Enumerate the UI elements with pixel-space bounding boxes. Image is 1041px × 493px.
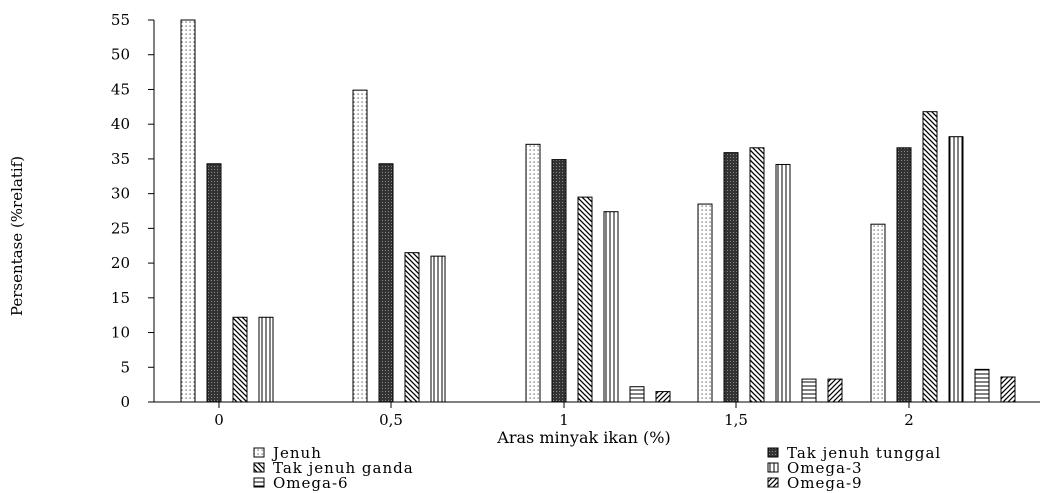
bar-jenuh-0-5: [352, 89, 368, 403]
x-tick-label: 0: [214, 411, 224, 429]
legend-label-omega-9: Omega-9: [787, 474, 863, 492]
bar-tak-jenuh-tunggal-0: [206, 163, 222, 403]
y-tick-label: 30: [111, 185, 130, 203]
legend-label-jenuh: Jenuh: [271, 444, 322, 462]
y-tick-label: 40: [111, 115, 130, 133]
y-tick-label: 55: [111, 11, 130, 29]
y-axis: 0 5 10 15 20 25 30 35 40 45 50 55: [111, 11, 155, 411]
y-tick-label: 35: [111, 150, 130, 168]
legend-label-omega-6: Omega-6: [273, 474, 349, 492]
y-tick-label: 20: [111, 254, 130, 272]
legend-swatch-omega-6: [253, 477, 265, 488]
y-tick-label: 10: [111, 324, 130, 342]
bar-tak-jenuh-tunggal-1-5: [723, 152, 739, 403]
bar-omega-3-0: [258, 316, 274, 403]
bar-tak-jenuh-tunggal-0-5: [378, 163, 394, 403]
legend-label-tak-jenuh-tunggal: Tak jenuh tunggal: [787, 444, 941, 462]
x-tick-label: 2: [904, 411, 914, 429]
x-axis: 0 0,5 1 1,5 2: [154, 401, 1040, 429]
y-tick-label: 25: [111, 219, 130, 237]
bar-tak-jenuh-ganda-2: [922, 111, 938, 403]
legend-swatch-tak-jenuh-tunggal: [767, 447, 779, 458]
y-tick-label: 15: [111, 289, 130, 307]
bar-omega-9-2: [1000, 376, 1016, 403]
bar-omega-9-1: [655, 391, 671, 403]
y-tick-label: 45: [111, 80, 130, 98]
bar-omega-6-1-5: [801, 378, 817, 403]
bar-tak-jenuh-tunggal-1: [551, 159, 567, 403]
bar-jenuh-1-5: [697, 203, 713, 403]
legend-swatch-omega-9: [767, 477, 779, 488]
legend-label-tak-jenuh-ganda: Tak jenuh ganda: [273, 459, 414, 477]
legend-swatch-jenuh: [253, 447, 265, 458]
x-axis-label: Aras minyak ikan (%): [496, 428, 670, 447]
bar-omega-6-1: [629, 386, 645, 403]
bar-jenuh-1: [525, 143, 541, 403]
bar-tak-jenuh-ganda-0: [232, 316, 248, 403]
bar-omega-3-1-5: [775, 163, 791, 403]
bar-omega-3-2: [948, 136, 964, 403]
bar-omega-3-1: [603, 211, 619, 403]
y-tick-label: 50: [111, 46, 130, 64]
y-axis-label: Persentase (%relatif): [8, 156, 26, 316]
legend-swatch-omega-3: [767, 462, 779, 473]
bar-omega-6-2: [974, 368, 990, 403]
bar-tak-jenuh-ganda-1: [577, 196, 593, 403]
x-tick-label: 1,5: [724, 411, 748, 429]
bar-jenuh-0: [180, 19, 196, 403]
bar-tak-jenuh-ganda-0-5: [404, 252, 420, 403]
bars: [180, 19, 1016, 403]
bar-omega-3-0-5: [430, 255, 446, 403]
legend-label-omega-3: Omega-3: [787, 459, 863, 477]
x-tick-label: 0,5: [379, 411, 403, 429]
bar-tak-jenuh-ganda-1-5: [749, 147, 765, 403]
y-tick-label: 5: [120, 358, 130, 376]
bar-tak-jenuh-tunggal-2: [896, 147, 912, 403]
bar-omega-9-1-5: [827, 378, 843, 403]
y-tick-label: 0: [120, 393, 130, 411]
bar-jenuh-2: [870, 223, 886, 403]
x-tick-label: 1: [559, 411, 569, 429]
legend-swatch-tak-jenuh-ganda: [253, 462, 265, 473]
